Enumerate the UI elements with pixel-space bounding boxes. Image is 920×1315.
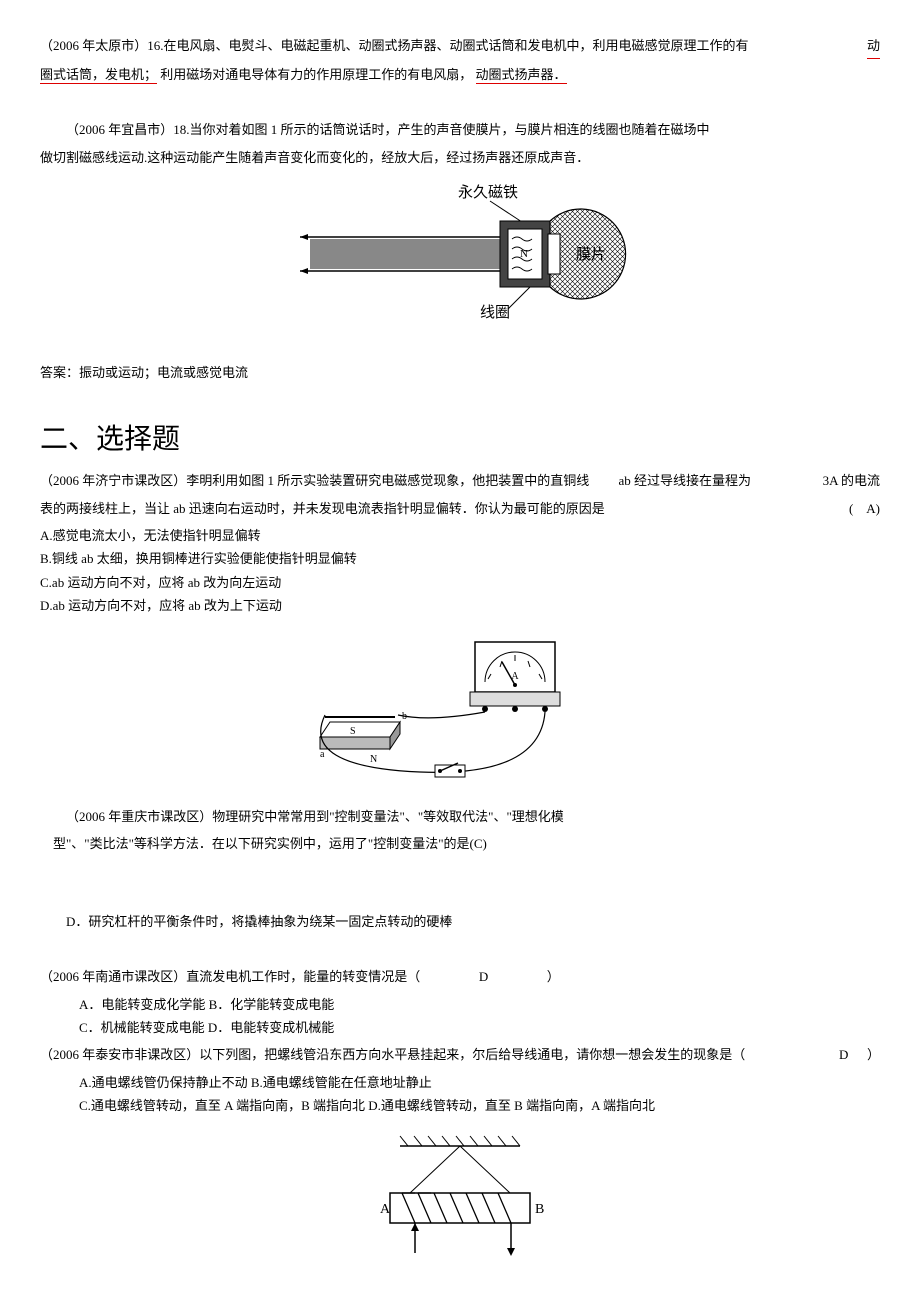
jining-l2: 表的两接线柱上，当让 ab 迅速向右运动时，并未发现电流表指针明显偏转．你认为最… [40,501,605,516]
nantong-q: （2006 年南通市课改区）直流发电机工作时，能量的转变情况是（ D ） [40,965,880,988]
chongqing-l1: （2006 年重庆市课改区）物理研究中常常用到"控制变量法"、"等效取代法"、"… [40,805,880,828]
taian-ans: D [824,1043,864,1066]
section2-heading: 二、选择题 [40,415,880,465]
jining-l1c: 3A 的电流 [823,469,880,492]
q18-line1: （2006 年宜昌市）18.当你对着如图 1 所示的话筒说话时，产生的声音使膜片… [40,118,880,141]
nantong-close: ） [547,969,560,984]
chongqing-optD: D．研究杠杆的平衡条件时，将撬棒抽象为绕某一固定点转动的硬棒 [40,910,880,933]
nantong-ans: D [424,965,544,988]
jining-optB: B.铜线 ab 太细，换用铜棒进行实验便能使指针明显偏转 [40,547,880,570]
nantong-optA: A．电能转变成化学能 B．化学能转变成电能 [40,993,880,1016]
ammeter-setup-diagram: A S a N b [40,627,880,794]
taian-text: （2006 年泰安市非课改区）以下列图，把螺线管沿东西方向水平悬挂起来，尔后给导… [40,1047,745,1062]
nantong-optC: C．机械能转变成电能 D．电能转变成机械能 [40,1016,880,1039]
jining-ans: ( A) [849,497,880,520]
solenoid-a-label: A [380,1202,391,1217]
q16-line2: 圈式话筒，发电机； 利用磁场对通电导体有力的作用原理工作的有电风扇， 动圈式扬声… [40,63,880,86]
jining-optA: A.感觉电流太小，无法使指针明显偏转 [40,524,880,547]
q18-answer: 答案：振动或运动；电流或感觉电流 [40,361,880,384]
jining-line1: 3A 的电流 （2006 年济宁市课改区）李明利用如图 1 所示实验装置研究电磁… [40,469,880,492]
rod-a-label: a [320,749,325,760]
jining-l1b: ab 经过导线接在量程为 [619,473,752,488]
magnet-s-label: S [350,726,356,737]
jining-l1a: （2006 年济宁市课改区）李明利用如图 1 所示实验装置研究电磁感觉现象，他把… [40,473,589,488]
q16-line1: 动 （2006 年太原市）16.在电风扇、电熨斗、电磁起重机、动圈式扬声器、动圈… [40,34,880,59]
taian-optA: A.通电螺线管仍保持静止不动 B.通电螺线管能在任意地址静止 [40,1071,880,1094]
solenoid-b-label: B [535,1202,544,1217]
taian-q: D ） （2006 年泰安市非课改区）以下列图，把螺线管沿东西方向水平悬挂起来，… [40,1043,880,1066]
magnet-n-label: N [370,754,377,765]
q16-prefix: （2006 年太原市）16.在电风扇、电熨斗、电磁起重机、动圈式扬声器、动圈式话… [40,38,749,53]
q16-ans2a: 圈式话筒，发电机； [40,67,157,84]
jining-line2: ( A) 表的两接线柱上，当让 ab 迅速向右运动时，并未发现电流表指针明显偏转… [40,497,880,520]
q16-mid: 利用磁场对通电导体有力的作用原理工作的有电风扇， [160,67,472,82]
nantong-text: （2006 年南通市课改区）直流发电机工作时，能量的转变情况是（ [40,969,420,984]
q18-line2: 做切割磁感线运动.这种运动能产生随着声音变化而变化的，经放大后，经过扬声器还原成… [40,146,880,169]
jining-optC: C.ab 运动方向不对，应将 ab 改为向左运动 [40,571,880,594]
taian-close: ） [867,1047,880,1062]
mic-n-label: N [520,248,528,260]
mic-label-bottom: 线圈 [480,304,510,321]
mic-label-top: 永久磁铁 [458,184,518,201]
ammeter-a-label: A [511,671,519,682]
taian-optC: C.通电螺线管转动，直至 A 端指向南，B 端指向北 D.通电螺线管转动，直至 … [40,1094,880,1117]
q16-ans-right: 动 [867,34,880,59]
microphone-diagram: 永久磁铁 N 膜片 线圈 [40,179,880,336]
solenoid-diagram: A B [40,1128,880,1275]
chongqing-l2: 型"、"类比法"等科学方法．在以下研究实例中，运用了"控制变量法"的是(C) [40,832,880,855]
q16-ans2c: 动圈式扬声器． [476,67,567,84]
jining-optD: D.ab 运动方向不对，应将 ab 改为上下运动 [40,594,880,617]
mic-label-right: 膜片 [576,246,606,263]
